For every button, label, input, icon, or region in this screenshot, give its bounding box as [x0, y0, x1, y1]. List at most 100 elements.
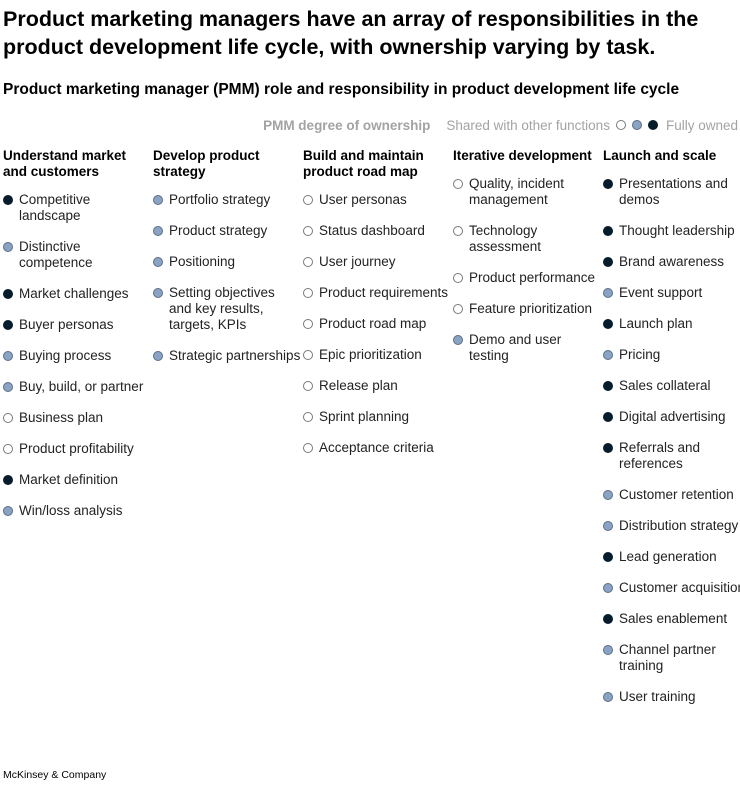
ownership-full-dot-icon — [603, 614, 613, 624]
ownership-full-dot-icon — [603, 257, 613, 267]
responsibility-label: Referrals and references — [619, 440, 701, 471]
ownership-partial-dot-icon — [603, 490, 613, 500]
ownership-partial-dot-icon — [3, 382, 13, 392]
responsibility-item: User personas — [303, 192, 451, 208]
ownership-shared-dot-icon — [303, 412, 313, 422]
responsibility-label: Digital advertising — [619, 409, 726, 424]
responsibility-label: Pricing — [619, 347, 661, 362]
ownership-partial-dot-icon — [153, 195, 163, 205]
responsibility-item: Digital advertising — [603, 409, 740, 425]
ownership-full-dot-icon — [3, 475, 13, 485]
responsibility-item: Pricing — [603, 347, 740, 363]
lifecycle-column: Develop product strategy Portfolio strate… — [153, 148, 301, 379]
ownership-full-dot-icon — [3, 320, 13, 330]
responsibility-label: Buy, build, or partner — [19, 379, 144, 394]
responsibility-item: Win/loss analysis — [3, 503, 151, 519]
responsibility-item: Demo and user testing — [453, 332, 601, 364]
ownership-full-dot-icon — [603, 443, 613, 453]
responsibility-item: Portfolio strategy — [153, 192, 301, 208]
responsibility-item: Market definition — [3, 472, 151, 488]
legend-shared-dot-icon — [615, 120, 626, 130]
responsibility-label: Strategic partnerships — [169, 348, 301, 363]
responsibility-label: Buying process — [19, 348, 112, 363]
responsibility-item: Market challenges — [3, 286, 151, 302]
responsibility-item: Sales collateral — [603, 378, 740, 394]
responsibility-label: Product strategy — [169, 223, 268, 238]
ownership-shared-dot-icon — [303, 381, 313, 391]
responsibility-label: Distinctive competence — [19, 239, 93, 270]
responsibility-label: Launch plan — [619, 316, 693, 331]
lifecycle-column: Iterative development Quality, incident m… — [453, 148, 601, 379]
ownership-full-dot-icon — [3, 195, 13, 205]
responsibility-item: Product road map — [303, 316, 451, 332]
responsibility-label: Market definition — [19, 472, 119, 487]
lifecycle-column: Understand market and customers Competiti… — [3, 148, 151, 534]
responsibility-item: Release plan — [303, 378, 451, 394]
legend-partial-dot-icon — [631, 120, 642, 130]
responsibility-item: Presentations and demos — [603, 176, 740, 208]
responsibility-label: Product road map — [319, 316, 427, 331]
ownership-partial-dot-icon — [603, 583, 613, 593]
responsibility-label: Event support — [619, 285, 703, 300]
responsibility-label: Sales collateral — [619, 378, 711, 393]
ownership-shared-dot-icon — [303, 257, 313, 267]
responsibility-item: Setting objectives and key results, targ… — [153, 285, 301, 333]
responsibility-label: Setting objectives and key results, targ… — [169, 285, 275, 332]
responsibility-label: Feature prioritization — [469, 301, 593, 316]
responsibility-item: Distribution strategy — [603, 518, 740, 534]
responsibility-item: Feature prioritization — [453, 301, 601, 317]
responsibility-item: Epic prioritization — [303, 347, 451, 363]
responsibility-label: Status dashboard — [319, 223, 425, 238]
ownership-partial-dot-icon — [153, 226, 163, 236]
ownership-partial-dot-icon — [3, 351, 13, 361]
legend-full-dot-icon — [647, 120, 658, 130]
responsibility-item: Technology assessment — [453, 223, 601, 255]
responsibility-item: Product requirements — [303, 285, 451, 301]
ownership-shared-dot-icon — [303, 288, 313, 298]
responsibility-label: Technology assessment — [469, 223, 542, 254]
responsibility-item: Competitive landscape — [3, 192, 151, 224]
responsibility-item: Customer retention — [603, 487, 740, 503]
responsibility-label: Product performance — [469, 270, 596, 285]
ownership-full-dot-icon — [603, 412, 613, 422]
ownership-partial-dot-icon — [603, 288, 613, 298]
responsibility-item: Distinctive competence — [3, 239, 151, 271]
responsibility-item: Product performance — [453, 270, 601, 286]
ownership-shared-dot-icon — [453, 304, 463, 314]
responsibility-item: Thought leadership — [603, 223, 740, 239]
responsibility-item: User journey — [303, 254, 451, 270]
responsibility-item: Buyer personas — [3, 317, 151, 333]
ownership-shared-dot-icon — [303, 195, 313, 205]
column-heading: Iterative development — [453, 148, 592, 163]
ownership-partial-dot-icon — [603, 521, 613, 531]
responsibility-label: Brand awareness — [619, 254, 725, 269]
responsibility-label: Sprint planning — [319, 409, 410, 424]
column-heading: Develop product strategy — [153, 148, 260, 179]
responsibility-item: Business plan — [3, 410, 151, 426]
responsibility-item: Acceptance criteria — [303, 440, 451, 456]
ownership-partial-dot-icon — [153, 288, 163, 298]
ownership-legend: PMM degree of ownership Shared with othe… — [263, 116, 738, 134]
responsibility-item: Lead generation — [603, 549, 740, 565]
responsibility-label: Epic prioritization — [319, 347, 422, 362]
legend-shared-label: Shared with other functions — [446, 117, 610, 133]
responsibility-label: Win/loss analysis — [19, 503, 123, 518]
responsibility-label: Quality, incident management — [469, 176, 565, 207]
ownership-shared-dot-icon — [303, 443, 313, 453]
responsibility-label: Distribution strategy — [619, 518, 739, 533]
column-heading: Launch and scale — [603, 148, 717, 163]
responsibility-item: Quality, incident management — [453, 176, 601, 208]
legend-title: PMM degree of ownership — [263, 117, 431, 133]
column-heading: Build and maintain product road map — [303, 148, 424, 179]
responsibility-label: User journey — [319, 254, 396, 269]
ownership-partial-dot-icon — [3, 242, 13, 252]
ownership-partial-dot-icon — [603, 645, 613, 655]
ownership-shared-dot-icon — [303, 350, 313, 360]
responsibility-item: Positioning — [153, 254, 301, 270]
responsibility-label: Business plan — [19, 410, 104, 425]
responsibility-label: Channel partner training — [619, 642, 716, 673]
responsibility-item: Product strategy — [153, 223, 301, 239]
responsibility-label: Sales enablement — [619, 611, 728, 626]
legend-full-label: Fully owned — [665, 117, 738, 133]
ownership-full-dot-icon — [603, 552, 613, 562]
